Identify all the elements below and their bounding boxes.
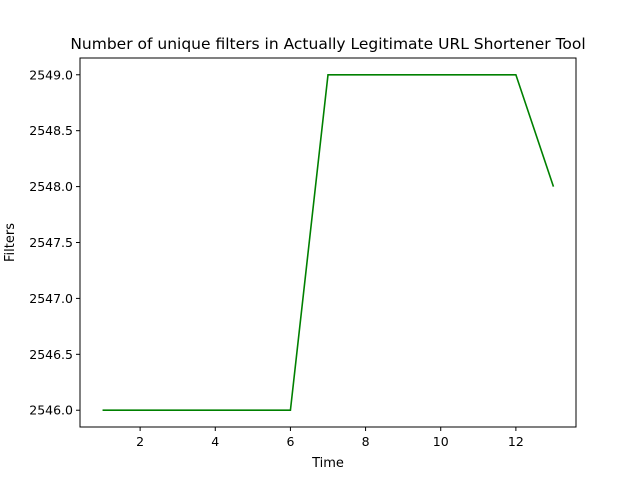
- y-tick-label: 2546.0: [29, 403, 73, 418]
- x-tick-label: 2: [136, 434, 144, 449]
- x-tick-label: 12: [508, 434, 524, 449]
- y-tick-label: 2547.5: [29, 235, 73, 250]
- chart-title: Number of unique filters in Actually Leg…: [70, 35, 585, 53]
- y-tick-label: 2546.5: [29, 347, 73, 362]
- y-tick-label: 2549.0: [29, 67, 73, 82]
- y-tick-label: 2548.5: [29, 123, 73, 138]
- x-tick-label: 10: [433, 434, 449, 449]
- x-tick-label: 4: [211, 434, 219, 449]
- y-tick-label: 2547.0: [29, 291, 73, 306]
- plot-area: [79, 57, 577, 428]
- series-layer: [102, 73, 555, 412]
- x-tick-label: 6: [286, 434, 294, 449]
- y-tick-label: 2548.0: [29, 179, 73, 194]
- x-axis: 2 4 6 8 10 12: [136, 427, 524, 449]
- x-axis-label: Time: [311, 456, 344, 471]
- y-axis: 2546.0 2546.5 2547.0 2547.5 2548.0 2548.5 2549…: [29, 67, 80, 418]
- y-axis-label: Filters: [3, 223, 18, 262]
- series-line: [102, 73, 555, 412]
- x-tick-label: 8: [362, 434, 370, 449]
